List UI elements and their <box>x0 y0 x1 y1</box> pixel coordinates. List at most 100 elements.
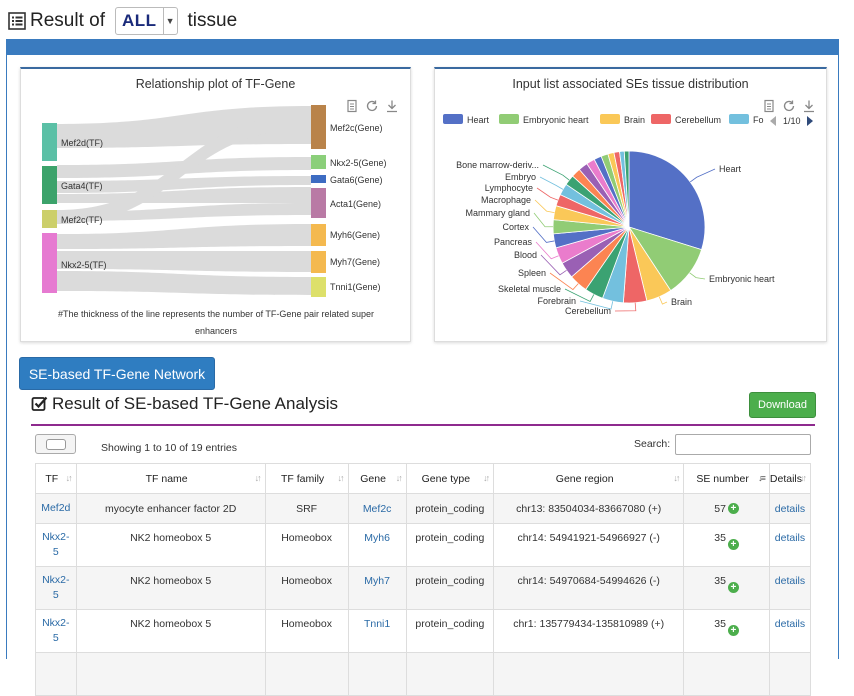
details-link[interactable]: details <box>774 575 806 587</box>
pie-leader-line <box>533 212 554 228</box>
tissue-select-value[interactable]: ALL <box>121 11 157 30</box>
expand-plus-icon[interactable]: + <box>727 624 739 636</box>
sort-icon[interactable]: ↓↑ <box>65 473 73 483</box>
legend-swatch[interactable] <box>443 114 463 124</box>
sankey-node-acta1 <box>311 188 326 218</box>
sort-icon[interactable]: ↓↑ <box>337 473 345 483</box>
pie-chart: Heart Embryonic heart Brain Cerebellum Fo 1/… <box>443 114 813 316</box>
download-button[interactable]: Download <box>749 392 816 418</box>
pie-slice-label: Blood <box>514 250 537 260</box>
sankey-chart: Mef2d(TF) Gata4(TF) Mef2c(TF) Nkx2-5(TF)… <box>42 105 387 336</box>
sankey-target-label: Tnni1(Gene) <box>330 282 381 292</box>
column-header-gene-type[interactable]: Gene type ↓↑ <box>405 463 495 494</box>
details-link[interactable]: details <box>774 502 806 515</box>
sort-icon[interactable]: ↓↑ <box>800 473 807 483</box>
pie-slice[interactable] <box>623 150 630 228</box>
sankey-node-gata4 <box>42 166 57 204</box>
sankey-target-label: Myh6(Gene) <box>330 230 380 240</box>
search-input[interactable] <box>675 434 811 455</box>
data-view-icon[interactable] <box>345 99 359 113</box>
details-link[interactable]: details <box>774 532 806 544</box>
gene-type-cell: protein_coding <box>405 523 495 567</box>
pie-slice-label: Cerebellum <box>565 306 611 316</box>
column-header-se-number[interactable]: SE number ↓≡ <box>683 463 770 494</box>
table-row: Nkx2- 5 NK2 homeobox 5 Homeobox Myh7 prot… <box>35 566 812 610</box>
pie-leader-line <box>689 272 706 280</box>
gene-region-cell: chr1: 135779434-135810989 (+) <box>493 609 685 653</box>
tf-family-cell: Homeobox <box>264 566 349 610</box>
tissue-select[interactable]: ALL ▼ <box>114 7 178 35</box>
expand-plus-icon[interactable]: + <box>727 581 739 593</box>
pager-next-icon[interactable] <box>807 116 813 126</box>
legend-label[interactable]: Heart <box>467 115 490 125</box>
tf-family-cell: Homeobox <box>264 523 349 567</box>
sankey-toolbox <box>345 99 399 113</box>
download-icon[interactable] <box>802 99 816 113</box>
pie-slice-label: Spleen <box>518 268 546 278</box>
tf-link[interactable]: Nkx2- 5 <box>42 531 70 558</box>
column-header-details[interactable]: Details ↓↑ <box>768 463 812 494</box>
legend-swatch[interactable] <box>499 114 519 124</box>
tf-link[interactable]: Mef2d <box>41 502 71 514</box>
restore-icon[interactable] <box>365 99 379 113</box>
column-header-tf[interactable]: TF ↓↑ <box>35 463 77 494</box>
gene-link[interactable]: Myh6 <box>364 532 390 544</box>
table-row: Nkx2- 5 NK2 homeobox 5 Homeobox Tnni1 pro… <box>35 609 812 653</box>
legend-swatch[interactable] <box>651 114 671 124</box>
legend-label[interactable]: Fo <box>753 115 764 125</box>
pie-panel: Input list associated SEs tissue distrib… <box>434 67 827 342</box>
column-header-gene-region[interactable]: Gene region ↓↑ <box>493 463 685 494</box>
tf-family-cell: Homeobox <box>264 609 349 653</box>
gene-type-cell: protein_coding <box>405 609 495 653</box>
sankey-target-label: Nkx2-5(Gene) <box>330 158 387 168</box>
gene-link[interactable]: Tnni1 <box>363 618 391 630</box>
sankey-target-label: Mef2c(Gene) <box>330 123 383 133</box>
pager-prev-icon[interactable] <box>770 116 776 126</box>
pie-leader-line <box>534 199 555 214</box>
column-header-tf-family[interactable]: TF family ↓↑ <box>264 463 349 494</box>
tf-link[interactable]: Nkx2- 5 <box>42 617 70 644</box>
gene-type-cell: protein_coding <box>405 566 495 610</box>
legend-pager[interactable]: 1/10 <box>770 116 813 126</box>
pie-slice-label: Bone marrow-deriv... <box>456 160 539 170</box>
restore-icon[interactable] <box>782 99 796 113</box>
pie-slice-label: Embryonic heart <box>709 274 775 284</box>
sankey-node-mef2c-tf <box>42 210 57 228</box>
column-header-gene[interactable]: Gene ↓↑ <box>347 463 407 494</box>
expand-plus-icon[interactable]: + <box>727 538 739 550</box>
legend-swatch[interactable] <box>600 114 620 124</box>
gene-region-cell: chr14: 54970684-54994626 (-) <box>493 566 685 610</box>
sort-icon[interactable]: ↓≡ <box>758 473 766 483</box>
sort-icon[interactable]: ↓↑ <box>395 473 403 483</box>
pie-leader-line <box>614 302 637 312</box>
tf-link[interactable]: Nkx2- 5 <box>42 574 70 601</box>
data-view-icon[interactable] <box>762 99 776 113</box>
pie-leader-line <box>539 176 564 190</box>
legend-label[interactable]: Brain <box>624 115 645 125</box>
pie-slice-label: Cortex <box>502 222 529 232</box>
download-icon[interactable] <box>385 99 399 113</box>
sankey-node-mef2d <box>42 123 57 161</box>
gene-link[interactable]: Mef2c <box>362 502 392 515</box>
caret-down-icon[interactable]: ▼ <box>162 8 177 34</box>
gene-link[interactable]: Myh7 <box>364 575 390 587</box>
page-length-select[interactable] <box>35 434 76 454</box>
pie-slice-label: Heart <box>719 164 742 174</box>
sort-icon[interactable]: ↓↑ <box>483 473 490 483</box>
sort-icon[interactable]: ↓↑ <box>254 473 262 483</box>
se-number: 35 <box>714 618 726 630</box>
pie-leader-line <box>536 187 559 201</box>
legend-label[interactable]: Cerebellum <box>675 115 721 125</box>
gene-type-cell: protein_coding <box>405 493 495 524</box>
legend-label[interactable]: Embryonic heart <box>523 115 589 125</box>
pie-leader-line <box>535 241 559 260</box>
details-link[interactable]: details <box>774 618 806 630</box>
column-header-tf-name[interactable]: TF name ↓↑ <box>75 463 266 494</box>
legend-swatch[interactable] <box>729 114 749 124</box>
expand-plus-icon[interactable]: + <box>727 503 739 514</box>
sort-icon[interactable]: ↓↑ <box>673 473 680 483</box>
pie-leader-line <box>549 272 579 291</box>
se-network-button[interactable]: SE-based TF-Gene Network <box>19 357 215 390</box>
sankey-node-myh7 <box>311 251 326 273</box>
sankey-node-mef2c-gene <box>311 105 326 149</box>
